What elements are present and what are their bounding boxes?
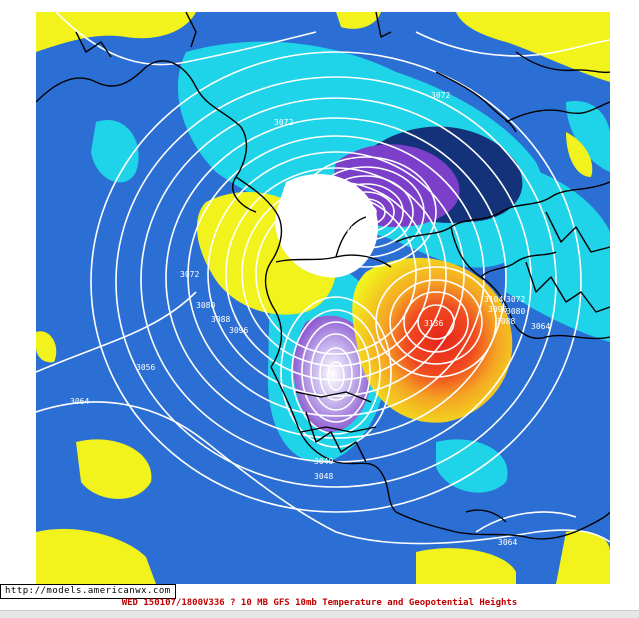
contour-label: 3064 (531, 322, 550, 331)
cold-core-south (293, 315, 372, 432)
contour-label: 3056 (136, 363, 155, 372)
contour-label: 3088 (496, 317, 515, 326)
contour-label: 3072 (180, 270, 199, 279)
contour-label: 3040 (314, 457, 333, 466)
source-url: http://models.americanwx.com (0, 584, 176, 599)
contour-label: 3072 (506, 295, 525, 304)
warm-region (352, 257, 513, 423)
coastlines (36, 12, 610, 540)
contour-label: 3088 (211, 315, 230, 324)
contour-label: 3064 (70, 397, 89, 406)
contour-label: 3080 (196, 301, 215, 310)
map-caption: WED 150107/1800V336 ? 10 MB GFS 10mb Tem… (121, 598, 518, 608)
contour-label: 3104 (484, 295, 503, 304)
contour-label: 3136 (424, 319, 443, 328)
contour-label: 3064 (498, 538, 517, 547)
contour-label: 3048 (314, 472, 333, 481)
contour-label: 3072 (431, 91, 450, 100)
weather-map-svg: 3072 3072 3072 3080 3088 3096 3056 3064 … (36, 12, 610, 584)
contour-labels: 3072 3072 3072 3080 3088 3096 3056 3064 … (70, 91, 550, 547)
contour-label: 3072 (274, 118, 293, 127)
yellow-regions (36, 12, 610, 584)
white-region-north (275, 173, 378, 278)
contour-label: 3096 (488, 305, 507, 314)
contour-label: 3096 (229, 326, 248, 335)
contour-label: 872 (341, 225, 356, 234)
contour-label: 3080 (506, 307, 525, 316)
contour-label: 888 (341, 213, 356, 222)
weather-map: 3072 3072 3072 3080 3088 3096 3056 3064 … (36, 12, 610, 584)
bottom-bar (0, 610, 639, 618)
height-contours (36, 12, 610, 545)
